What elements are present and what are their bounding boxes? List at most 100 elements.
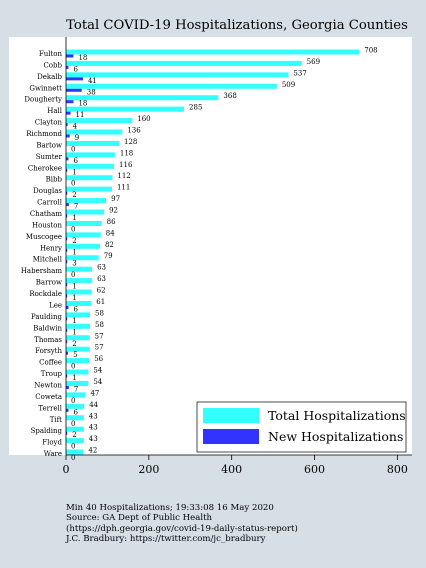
new-value-label: 2 bbox=[72, 340, 76, 348]
total-value-label: 43 bbox=[89, 424, 98, 432]
new-value-label: 6 bbox=[73, 65, 78, 73]
note-line: J.C. Bradbury: https://twitter.com/jc_br… bbox=[66, 534, 266, 545]
bar-total bbox=[66, 266, 93, 272]
total-value-label: 537 bbox=[293, 69, 306, 77]
total-value-label: 92 bbox=[109, 207, 118, 215]
total-value-label: 368 bbox=[223, 92, 236, 100]
bar-total bbox=[66, 438, 84, 444]
bar-total bbox=[66, 243, 100, 249]
new-value-label: 0 bbox=[71, 180, 75, 188]
x-tick-label: 0 bbox=[63, 463, 70, 476]
total-value-label: 708 bbox=[364, 47, 377, 55]
legend: Total Hospitalizations New Hospitalizatio… bbox=[196, 401, 407, 453]
bar-total bbox=[66, 335, 90, 341]
x-tick-label: 600 bbox=[304, 463, 325, 476]
category-label: Dekalb bbox=[37, 73, 62, 81]
total-value-label: 97 bbox=[111, 195, 120, 203]
category-label: Clayton bbox=[35, 119, 63, 127]
new-value-label: 6 bbox=[73, 408, 78, 416]
bar-total bbox=[66, 358, 90, 364]
bar-total bbox=[66, 289, 92, 295]
bar-new bbox=[66, 100, 74, 104]
category-label: Richmond bbox=[26, 130, 62, 138]
category-label: Bibb bbox=[46, 176, 63, 184]
new-value-label: 1 bbox=[72, 374, 76, 382]
total-value-label: 58 bbox=[95, 309, 104, 317]
bar-total bbox=[66, 140, 120, 146]
new-value-label: 6 bbox=[73, 305, 78, 313]
new-value-label: 0 bbox=[71, 420, 75, 428]
bar-new bbox=[66, 157, 69, 161]
total-value-label: 43 bbox=[89, 412, 98, 420]
note-line: Source: GA Dept of Public Health bbox=[66, 513, 213, 524]
category-label: Houston bbox=[32, 221, 62, 229]
category-label: Dougherty bbox=[24, 96, 62, 104]
new-value-label: 1 bbox=[72, 168, 76, 176]
new-value-label: 0 bbox=[71, 443, 75, 451]
category-label: Ware bbox=[44, 450, 62, 458]
new-value-label: 18 bbox=[78, 100, 87, 108]
bar-total bbox=[66, 300, 92, 306]
new-value-label: 11 bbox=[76, 111, 85, 119]
bar-total bbox=[66, 106, 185, 112]
total-value-label: 160 bbox=[137, 115, 150, 123]
bar-new bbox=[66, 351, 69, 355]
category-label: Habersham bbox=[21, 267, 63, 275]
bar-total bbox=[66, 255, 99, 261]
total-value-label: 112 bbox=[117, 172, 130, 180]
x-tick-label: 800 bbox=[387, 463, 408, 476]
category-label: Fulton bbox=[39, 50, 63, 58]
bar-total bbox=[66, 392, 86, 398]
category-label: Sumter bbox=[36, 153, 63, 161]
bar-new bbox=[66, 134, 70, 138]
bar-new bbox=[66, 431, 68, 435]
bar-new bbox=[66, 54, 74, 58]
total-value-label: 63 bbox=[97, 264, 106, 272]
total-value-label: 118 bbox=[120, 149, 133, 157]
bar-total bbox=[66, 209, 105, 215]
category-label: Bartow bbox=[36, 141, 62, 149]
total-value-label: 82 bbox=[105, 241, 114, 249]
category-label: Mitchell bbox=[33, 256, 63, 264]
new-value-label: 18 bbox=[78, 54, 87, 62]
category-label: Hall bbox=[47, 107, 63, 115]
category-labels-group: Fulton Cobb Dekalb Gwinnett Dougherty Hall Cla… bbox=[21, 50, 63, 458]
bar-total bbox=[66, 380, 89, 386]
bar-new bbox=[66, 305, 69, 309]
bar-total bbox=[66, 403, 85, 409]
new-value-label: 5 bbox=[73, 351, 77, 359]
new-value-label: 7 bbox=[74, 203, 78, 211]
legend-swatch bbox=[203, 429, 259, 444]
category-label: Spalding bbox=[31, 427, 63, 435]
category-label: Terrell bbox=[38, 404, 62, 412]
bar-new bbox=[66, 168, 68, 172]
bar-total bbox=[66, 95, 219, 101]
bar-total bbox=[66, 346, 90, 352]
bar-total bbox=[66, 426, 84, 432]
new-value-label: 1 bbox=[72, 294, 76, 302]
category-label: Thomas bbox=[34, 336, 62, 344]
bar-new bbox=[66, 340, 68, 344]
total-value-label: 54 bbox=[93, 367, 102, 375]
new-value-label: 1 bbox=[72, 214, 76, 222]
total-value-label: 86 bbox=[107, 218, 116, 226]
category-label: Baldwin bbox=[33, 324, 62, 332]
bar-new bbox=[66, 191, 68, 195]
bar-total bbox=[66, 60, 302, 66]
bar-new bbox=[66, 111, 71, 115]
category-label: Rockdale bbox=[29, 290, 62, 298]
new-value-label: 3 bbox=[72, 260, 76, 268]
new-value-label: 1 bbox=[72, 248, 76, 256]
category-label: Coweta bbox=[35, 393, 62, 401]
total-value-label: 62 bbox=[97, 287, 106, 295]
bar-new bbox=[66, 237, 68, 241]
category-label: Chatham bbox=[30, 210, 63, 218]
new-value-label: 0 bbox=[71, 271, 75, 279]
chart-title: Total COVID-19 Hospitalizations, Georgia… bbox=[66, 18, 408, 33]
bar-total bbox=[66, 449, 84, 455]
category-label: Paulding bbox=[31, 313, 63, 321]
bar-new bbox=[66, 77, 83, 81]
bar-total bbox=[66, 312, 91, 318]
bar-new bbox=[66, 123, 68, 127]
